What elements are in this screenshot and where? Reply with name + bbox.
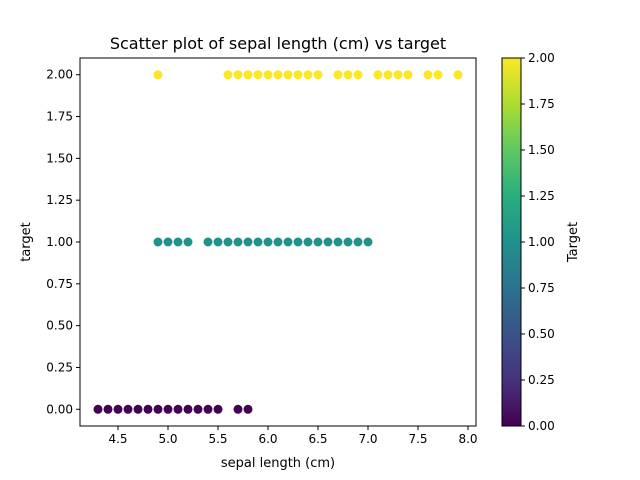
data-point-target-0: [133, 404, 143, 414]
data-point-target-1: [203, 237, 213, 247]
colorbar-tick-label: 2.00: [528, 51, 555, 65]
data-point-target-2: [223, 70, 233, 80]
data-point-target-0: [163, 404, 173, 414]
y-tick-label: 1.00: [46, 235, 73, 249]
data-point-target-1: [223, 237, 233, 247]
data-point-target-0: [123, 404, 133, 414]
x-tick-label: 8.0: [458, 432, 477, 446]
data-point-target-0: [173, 404, 183, 414]
data-point-target-1: [343, 237, 353, 247]
data-point-target-1: [303, 237, 313, 247]
data-point-target-1: [163, 237, 173, 247]
data-point-target-2: [273, 70, 283, 80]
y-tick-label: 1.50: [46, 151, 73, 165]
x-tick-label: 7.5: [408, 432, 427, 446]
x-tick-label: 6.5: [308, 432, 327, 446]
data-point-target-2: [303, 70, 313, 80]
data-point-target-1: [363, 237, 373, 247]
data-point-target-1: [293, 237, 303, 247]
data-point-target-2: [433, 70, 443, 80]
data-point-target-0: [93, 404, 103, 414]
data-point-target-2: [233, 70, 243, 80]
colorbar-tick-label: 1.00: [528, 235, 555, 249]
chart-title: Scatter plot of sepal length (cm) vs tar…: [110, 34, 446, 53]
data-point-target-2: [343, 70, 353, 80]
data-point-target-1: [153, 237, 163, 247]
colorbar-tick-label: 0.25: [528, 373, 555, 387]
data-point-target-2: [243, 70, 253, 80]
data-point-target-1: [273, 237, 283, 247]
data-point-target-0: [183, 404, 193, 414]
colorbar-tick-label: 0.75: [528, 281, 555, 295]
data-point-target-2: [393, 70, 403, 80]
data-point-target-1: [313, 237, 323, 247]
data-point-target-0: [243, 404, 253, 414]
data-point-target-0: [233, 404, 243, 414]
data-point-target-2: [453, 70, 463, 80]
data-point-target-0: [143, 404, 153, 414]
data-point-target-0: [113, 404, 123, 414]
data-point-target-1: [213, 237, 223, 247]
data-point-target-1: [283, 237, 293, 247]
y-tick-label: 2.00: [46, 68, 73, 82]
y-tick-label: 0.25: [46, 360, 73, 374]
data-point-target-2: [383, 70, 393, 80]
data-point-target-1: [253, 237, 263, 247]
data-point-target-1: [323, 237, 333, 247]
data-point-target-0: [193, 404, 203, 414]
colorbar-label: Target: [566, 222, 581, 263]
data-point-target-1: [353, 237, 363, 247]
data-point-target-0: [103, 404, 113, 414]
data-point-target-2: [153, 70, 163, 80]
data-point-target-2: [333, 70, 343, 80]
data-point-target-0: [213, 404, 223, 414]
y-tick-label: 1.75: [46, 110, 73, 124]
colorbar-tick-label: 1.75: [528, 97, 555, 111]
data-point-target-2: [293, 70, 303, 80]
data-point-target-1: [233, 237, 243, 247]
data-point-target-2: [283, 70, 293, 80]
x-tick-label: 7.0: [358, 432, 377, 446]
y-axis-label: target: [19, 222, 34, 262]
data-point-target-2: [263, 70, 273, 80]
colorbar-tick-label: 0.50: [528, 327, 555, 341]
colorbar-tick-label: 0.00: [528, 419, 555, 433]
x-tick-label: 5.0: [158, 432, 177, 446]
y-tick-label: 1.25: [46, 193, 73, 207]
x-tick-label: 4.5: [108, 432, 127, 446]
points-layer: [93, 70, 463, 414]
x-axis-ticks: 4.5 5.0 5.5 6.0 6.5 7.0 7.5 8.0: [108, 426, 478, 446]
y-tick-label: 0.50: [46, 319, 73, 333]
data-point-target-1: [183, 237, 193, 247]
x-tick-label: 5.5: [208, 432, 227, 446]
data-point-target-1: [173, 237, 183, 247]
colorbar-ticks: 0.00 0.25 0.50 0.75 1.00 1.25 1.50 1.75 2.00: [521, 51, 555, 433]
data-point-target-2: [373, 70, 383, 80]
data-point-target-2: [253, 70, 263, 80]
y-axis-ticks: 0.00 0.25 0.50 0.75 1.00 1.25 1.50 1.75 2.00: [46, 68, 80, 416]
x-tick-label: 6.0: [258, 432, 277, 446]
data-point-target-2: [423, 70, 433, 80]
y-tick-label: 0.75: [46, 277, 73, 291]
data-point-target-2: [403, 70, 413, 80]
data-point-target-2: [353, 70, 363, 80]
colorbar-tick-label: 1.50: [528, 143, 555, 157]
data-point-target-2: [313, 70, 323, 80]
data-point-target-1: [333, 237, 343, 247]
plot-frame: [79, 57, 477, 427]
data-point-target-0: [153, 404, 163, 414]
data-point-target-0: [203, 404, 213, 414]
colorbar-tick-label: 1.25: [528, 189, 555, 203]
data-point-target-1: [263, 237, 273, 247]
x-axis-label: sepal length (cm): [221, 456, 335, 471]
data-point-target-1: [243, 237, 253, 247]
y-tick-label: 0.00: [46, 402, 73, 416]
colorbar: [502, 58, 521, 426]
